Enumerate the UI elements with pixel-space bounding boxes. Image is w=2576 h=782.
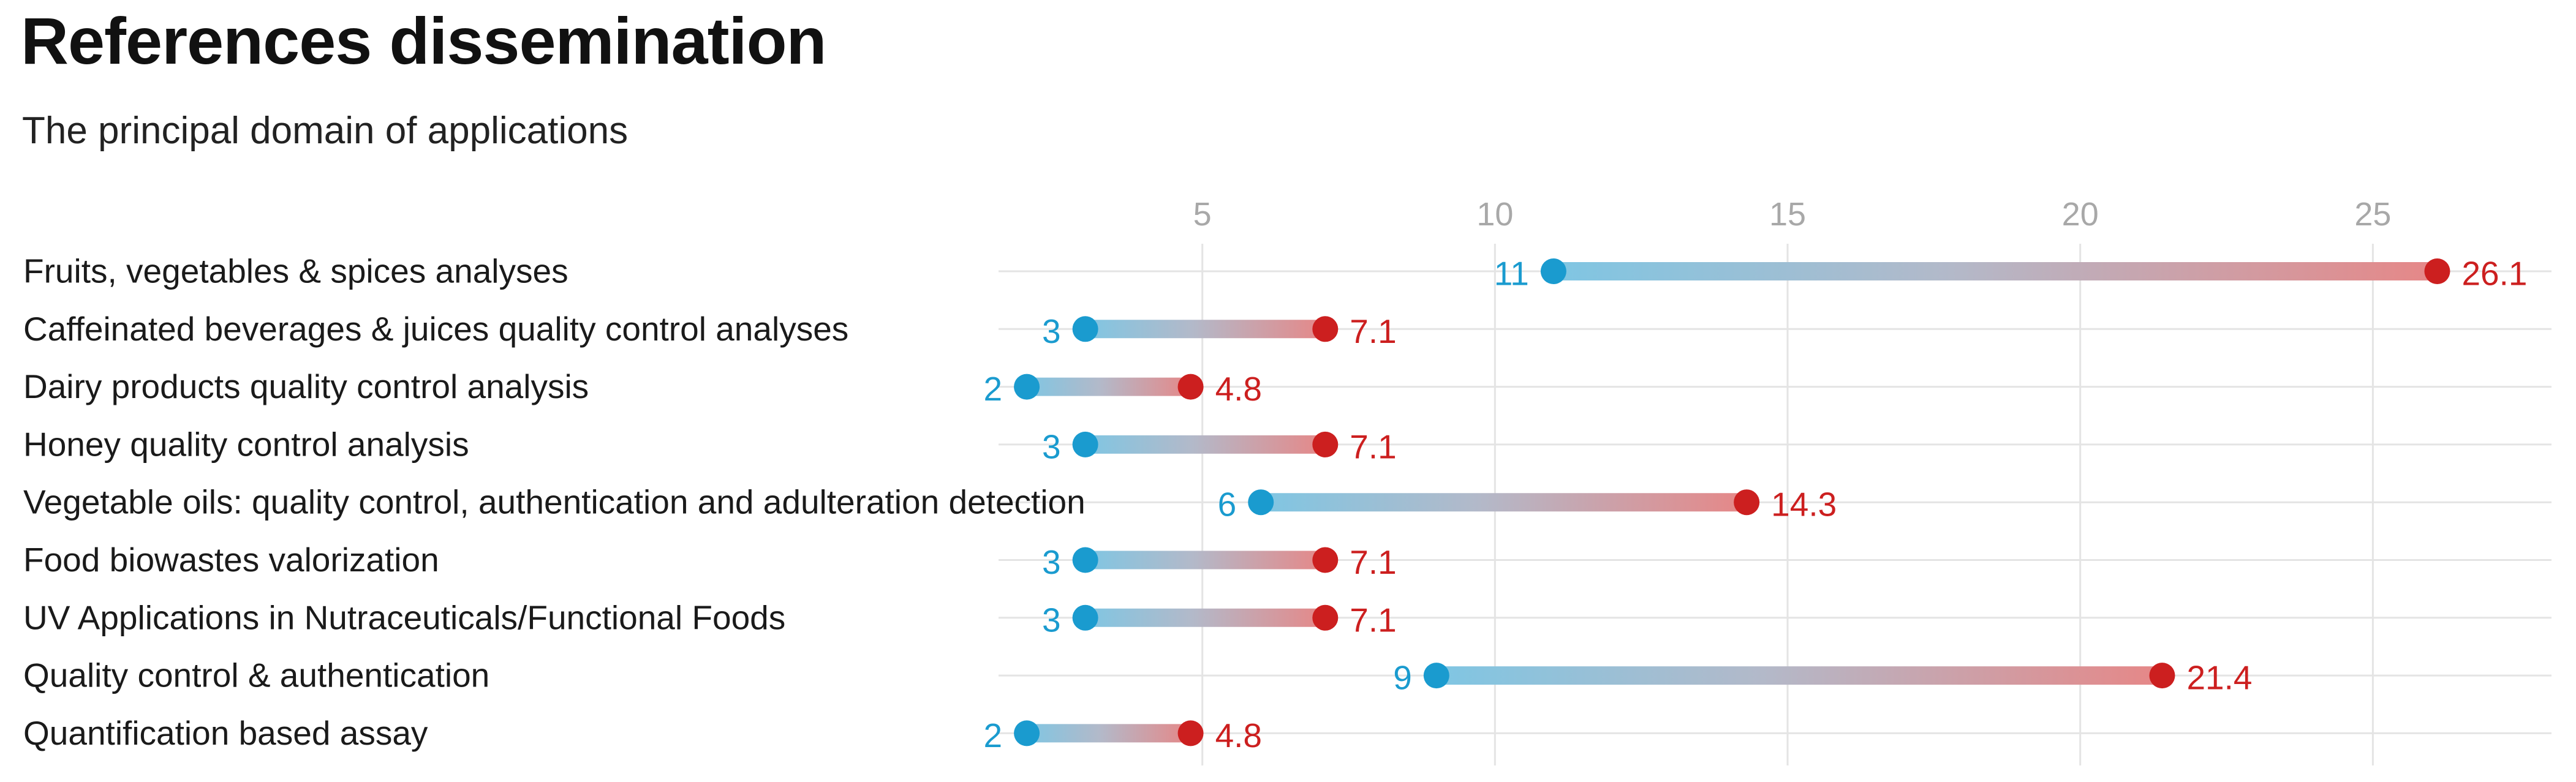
end-value-label: 21.4 bbox=[2186, 659, 2252, 697]
start-value-label: 3 bbox=[1042, 427, 1061, 465]
category-label: Caffeinated beverages & juices quality c… bbox=[23, 310, 848, 348]
end-value-label: 7.1 bbox=[1350, 543, 1396, 581]
end-value-label: 7.1 bbox=[1350, 312, 1396, 350]
end-value-label: 7.1 bbox=[1350, 601, 1396, 639]
category-labels: Fruits, vegetables & spices analyses Caff… bbox=[23, 252, 1086, 752]
end-point bbox=[1312, 604, 1339, 631]
category-label: Fruits, vegetables & spices analyses bbox=[23, 252, 568, 290]
end-point bbox=[1177, 374, 1204, 400]
data-marks: 11 26.1 3 7.1 2 4.8 3 7.1 6 14.3 3 7.1 3 7.1 9 21.4 2 4.8 bbox=[983, 255, 2527, 754]
start-value-label: 3 bbox=[1042, 601, 1061, 639]
end-value-label: 4.8 bbox=[1215, 716, 1262, 754]
end-point bbox=[1177, 720, 1204, 746]
start-value-label: 2 bbox=[983, 716, 1002, 754]
category-label: Dairy products quality control analysis bbox=[23, 367, 589, 405]
start-point bbox=[1423, 663, 1449, 689]
start-point bbox=[1072, 316, 1098, 342]
start-point bbox=[1014, 374, 1040, 400]
end-point bbox=[2424, 258, 2450, 284]
category-label: Food biowastes valorization bbox=[23, 541, 439, 579]
start-point bbox=[1072, 431, 1098, 457]
end-value-label: 4.8 bbox=[1215, 370, 1262, 408]
end-value-label: 14.3 bbox=[1771, 486, 1837, 524]
start-point bbox=[1072, 604, 1098, 631]
start-value-label: 6 bbox=[1218, 486, 1237, 524]
end-point bbox=[1734, 489, 1760, 516]
x-tick-label: 20 bbox=[2062, 196, 2099, 233]
start-point bbox=[1014, 720, 1040, 746]
end-point bbox=[1312, 316, 1339, 342]
start-point bbox=[1248, 489, 1274, 516]
start-value-label: 2 bbox=[983, 370, 1002, 408]
end-value-label: 7.1 bbox=[1350, 427, 1396, 465]
category-label: UV Applications in Nutraceuticals/Functi… bbox=[23, 598, 785, 636]
x-tick-label: 5 bbox=[1193, 196, 1212, 233]
category-label: Quality control & authentication bbox=[23, 656, 489, 694]
start-point bbox=[1540, 258, 1566, 284]
x-tick-label: 10 bbox=[1476, 196, 1513, 233]
x-tick-label: 15 bbox=[1769, 196, 1806, 233]
x-tick-label: 25 bbox=[2354, 196, 2391, 233]
end-point bbox=[1312, 547, 1339, 573]
start-value-label: 3 bbox=[1042, 543, 1061, 581]
start-value-label: 3 bbox=[1042, 312, 1061, 350]
category-label: Vegetable oils: quality control, authent… bbox=[23, 483, 1086, 521]
category-label: Quantification based assay bbox=[23, 714, 428, 752]
end-value-label: 26.1 bbox=[2461, 255, 2527, 293]
chart-subtitle: The principal domain of applications bbox=[22, 110, 629, 152]
category-label: Honey quality control analysis bbox=[23, 425, 469, 463]
start-value-label: 9 bbox=[1393, 659, 1412, 697]
chart-title: References dissemination bbox=[21, 4, 827, 78]
start-value-label: 11 bbox=[1494, 255, 1529, 293]
end-point bbox=[1312, 431, 1339, 457]
end-point bbox=[2149, 663, 2175, 689]
start-point bbox=[1072, 547, 1098, 573]
